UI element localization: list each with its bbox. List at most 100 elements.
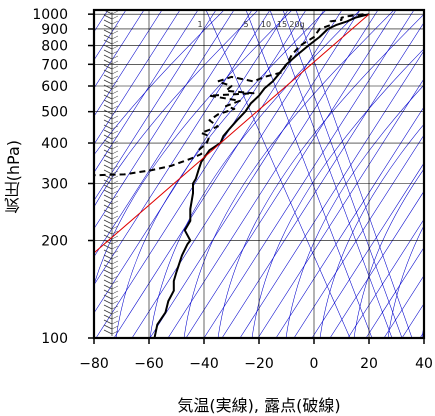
x-tick-label: 20 [360,356,378,372]
wind-barb [111,265,119,270]
wind-barb [111,250,119,255]
wind-barb [111,165,119,170]
wind-barb [103,64,113,70]
wind-barb [103,324,113,330]
wind-barb [103,304,113,310]
wind-barb [103,144,113,150]
wind-barb [103,279,113,285]
wind-barb [103,184,113,190]
isotherm-line [94,10,199,173]
adiabat-line [387,225,424,338]
adiabat-line [115,10,327,338]
wind-barb [111,105,119,110]
wind-barb [103,199,113,205]
wind-barb [111,235,119,240]
wind-barb [111,135,119,140]
wind-barb [111,195,119,200]
wind-barb [103,149,113,155]
isotherm-line [221,21,424,338]
wind-barb [103,154,113,160]
isotherm-line [329,190,424,338]
wind-barb [111,120,119,125]
x-axis-label: 気温(実線), 露点(破線) [177,396,341,415]
temperature-profile [153,13,370,338]
wind-barb [103,59,113,65]
mixing-ratio-label: 10 [261,20,271,29]
wind-barb [103,84,113,90]
wind-barb [111,225,119,230]
wind-barb [103,259,113,265]
isotherm-line [293,134,424,338]
wind-barb [103,254,113,260]
wind-barb [111,240,119,245]
wind-barb [103,129,113,135]
y-tick-label: 800 [41,39,68,55]
wind-barb [111,230,119,235]
mixing-ratio-line [205,10,351,338]
wind-barb [103,319,113,325]
wind-barb [103,54,113,60]
wind-barb [103,114,113,120]
wind-barb [103,139,113,145]
isotherm-line [239,50,424,338]
isotherm-line [94,10,163,117]
wind-barb [111,160,119,165]
wind-barb [103,94,113,100]
x-tick-label: −60 [134,356,164,372]
wind-barb [111,80,119,85]
isotherm-line [94,10,253,258]
x-tick-label: 40 [415,356,433,372]
wind-barb [111,245,119,250]
wind-barb [111,55,119,60]
wind-barb [111,45,119,50]
y-tick-label: 200 [41,234,68,250]
isotherm-line [94,10,271,286]
dewpoint-profile [94,13,364,177]
wind-barb [111,35,119,40]
x-tick-label: −40 [189,356,219,372]
isotherm-line [94,10,181,145]
wind-barb [103,159,113,165]
wind-barb [111,220,119,225]
wind-barb [103,74,113,80]
wind-barb [103,169,113,175]
wind-barb [103,119,113,125]
wind-barb [103,309,113,315]
wind-barb [111,155,119,160]
wind-barb [103,104,113,110]
wind-barb [111,20,119,25]
adiabat-line [353,168,424,338]
wind-barb [111,270,119,275]
reference-line [94,13,370,254]
wind-barb [111,15,119,20]
wind-barb [103,204,113,210]
wind-barb [111,90,119,95]
wind-barb [111,285,119,290]
adiabat-line [285,84,424,338]
wind-barb [103,269,113,275]
wind-barb [111,110,119,115]
y-tick-label: 700 [41,57,68,73]
wind-barb [103,314,113,320]
isotherm-line [167,10,379,338]
wind-barb [111,290,119,295]
wind-barb [103,44,113,50]
wind-barb [103,29,113,35]
wind-barb [111,300,119,305]
isotherm-line [365,246,424,338]
y-tick-label: 900 [41,22,68,38]
wind-barb [103,39,113,45]
wind-barb [103,194,113,200]
wind-barb [111,170,119,175]
mixing-ratio-line [295,10,413,338]
wind-barb [111,25,119,30]
wind-barb [103,209,113,215]
wind-barb [111,145,119,150]
isotherm-line [149,10,361,338]
isotherm-line [185,10,397,338]
wind-barb [111,255,119,260]
wind-barb [103,99,113,105]
wind-barb [111,125,119,130]
wind-barb [103,224,113,230]
wind-barb [103,239,113,245]
